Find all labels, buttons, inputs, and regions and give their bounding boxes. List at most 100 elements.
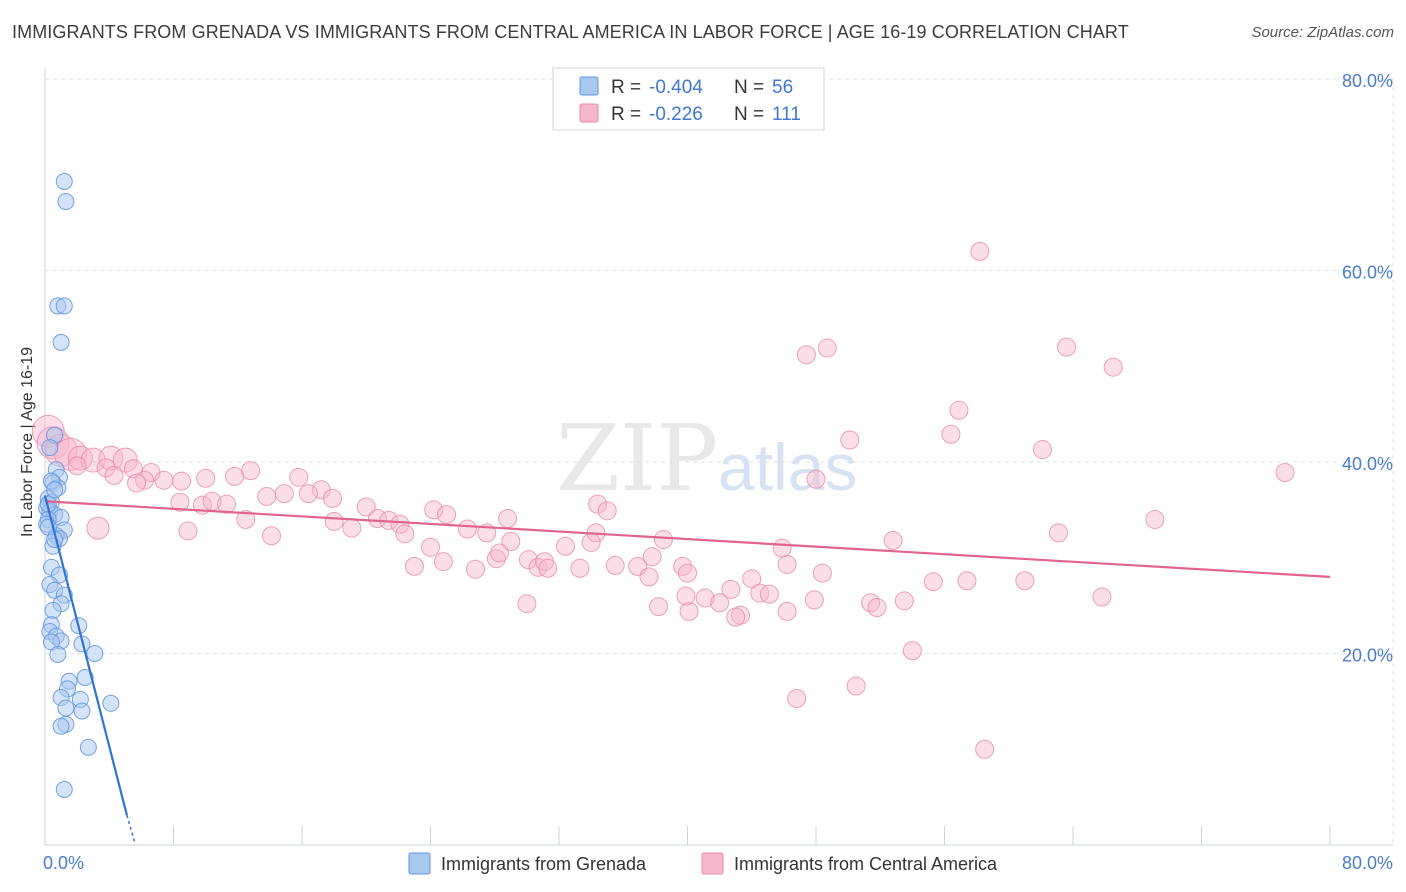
central-america-point (1145, 509, 1165, 529)
legend-n-value-grenada: 56 (772, 77, 793, 98)
central-america-point (1092, 587, 1112, 607)
central-america-point (465, 559, 485, 579)
central-america-point (433, 552, 453, 572)
central-america-point (902, 641, 922, 661)
grenada-point (55, 297, 73, 315)
central-america-point (642, 547, 662, 567)
central-america-point (178, 521, 198, 541)
central-america-point (236, 509, 256, 529)
central-america-point (342, 518, 362, 538)
central-america-point (356, 497, 376, 517)
central-america-point (846, 676, 866, 696)
central-america-point (324, 511, 344, 531)
central-america-point (796, 345, 816, 365)
central-america-point (457, 519, 477, 539)
central-america-point (787, 689, 807, 709)
series-legend-label-central-america: Immigrants from Central America (734, 854, 998, 874)
central-america-point (86, 516, 110, 540)
series-legend-label-grenada: Immigrants from Grenada (441, 854, 647, 874)
central-america-point (289, 467, 309, 487)
central-america-point (673, 556, 693, 576)
grenada-point (52, 333, 70, 351)
central-america-point (721, 579, 741, 599)
central-america-point (1275, 463, 1295, 483)
grenada-point (49, 645, 67, 663)
grenada-point (55, 172, 73, 190)
central-america-point (538, 558, 558, 578)
y-tick-label: 60.0% (1342, 263, 1393, 283)
central-america-point (104, 465, 124, 485)
legend-n-label: N = (734, 77, 764, 98)
central-america-point (196, 468, 216, 488)
central-america-point (710, 593, 730, 613)
central-america-point (490, 543, 510, 563)
central-america-point (923, 572, 943, 592)
legend-n-value-central-america: 111 (772, 104, 801, 125)
central-america-point (170, 492, 190, 512)
series-legend-swatch-grenada (408, 852, 431, 875)
central-america-point (806, 469, 826, 489)
central-america-point (395, 524, 415, 544)
grenada-point (76, 668, 94, 686)
legend-swatch-grenada (579, 76, 599, 96)
y-tick-label: 80.0% (1342, 71, 1393, 91)
central-america-point (1057, 337, 1077, 357)
central-america-point (486, 549, 506, 569)
y-tick-label: 20.0% (1342, 646, 1393, 666)
central-america-point (154, 470, 174, 490)
legend-swatch-central-america (579, 103, 599, 123)
central-america-point (817, 338, 837, 358)
central-america-point (424, 500, 444, 520)
grenada-point (73, 702, 91, 720)
x-tick-label: 80.0% (1342, 853, 1393, 873)
chart-title: IMMIGRANTS FROM GRENADA VS IMMIGRANTS FR… (12, 22, 1129, 42)
legend-n-label: N = (734, 104, 764, 125)
legend-r-label: R = (611, 104, 641, 125)
central-america-point (867, 598, 887, 618)
central-america-point (1049, 523, 1069, 543)
central-america-point (555, 536, 575, 556)
grenada-point (102, 694, 120, 712)
central-america-point (127, 473, 147, 493)
central-america-point (274, 484, 294, 504)
central-america-point (261, 526, 281, 546)
central-america-point (588, 494, 608, 514)
central-america-point (67, 456, 87, 476)
central-america-point (726, 607, 746, 627)
watermark-atlas: atlas (718, 430, 857, 504)
grenada-point (41, 439, 59, 457)
series-legend-swatch-central-america (701, 852, 724, 875)
central-america-point (639, 567, 659, 587)
central-america-point (975, 739, 995, 759)
central-america-point (750, 583, 770, 603)
central-america-point (96, 458, 116, 478)
central-america-point (949, 400, 969, 420)
central-america-point (581, 532, 601, 552)
central-america-point (570, 558, 590, 578)
y-tick-label: 40.0% (1342, 454, 1393, 474)
grenada-point (57, 193, 75, 211)
central-america-point (518, 550, 538, 570)
grenada-point (46, 481, 64, 499)
series-legend: Immigrants from Grenada Immigrants from … (408, 852, 998, 875)
central-america-point (241, 461, 261, 481)
legend-r-value-central-america: -0.226 (649, 104, 703, 125)
correlation-legend: R = -0.404 N = 56 R = -0.226 N = 111 (552, 67, 825, 131)
grenada-point (86, 645, 104, 662)
x-tick-label: 0.0% (43, 853, 84, 873)
central-america-point (437, 505, 457, 525)
central-america-point (970, 241, 990, 261)
grenada-trendline (43, 495, 128, 816)
central-america-point (941, 424, 961, 444)
central-america-point (501, 531, 521, 551)
central-america-point (649, 597, 669, 617)
central-america-point (804, 590, 824, 610)
grenada-point (44, 601, 62, 619)
chart-source: Source: ZipAtlas.com (1251, 24, 1394, 41)
central-america-point (812, 563, 832, 583)
central-america-point (772, 538, 792, 558)
grenada-point (52, 717, 70, 735)
grenada-trendline-extension (126, 815, 136, 844)
grenada-point (79, 738, 97, 756)
central-america-point (605, 555, 625, 575)
